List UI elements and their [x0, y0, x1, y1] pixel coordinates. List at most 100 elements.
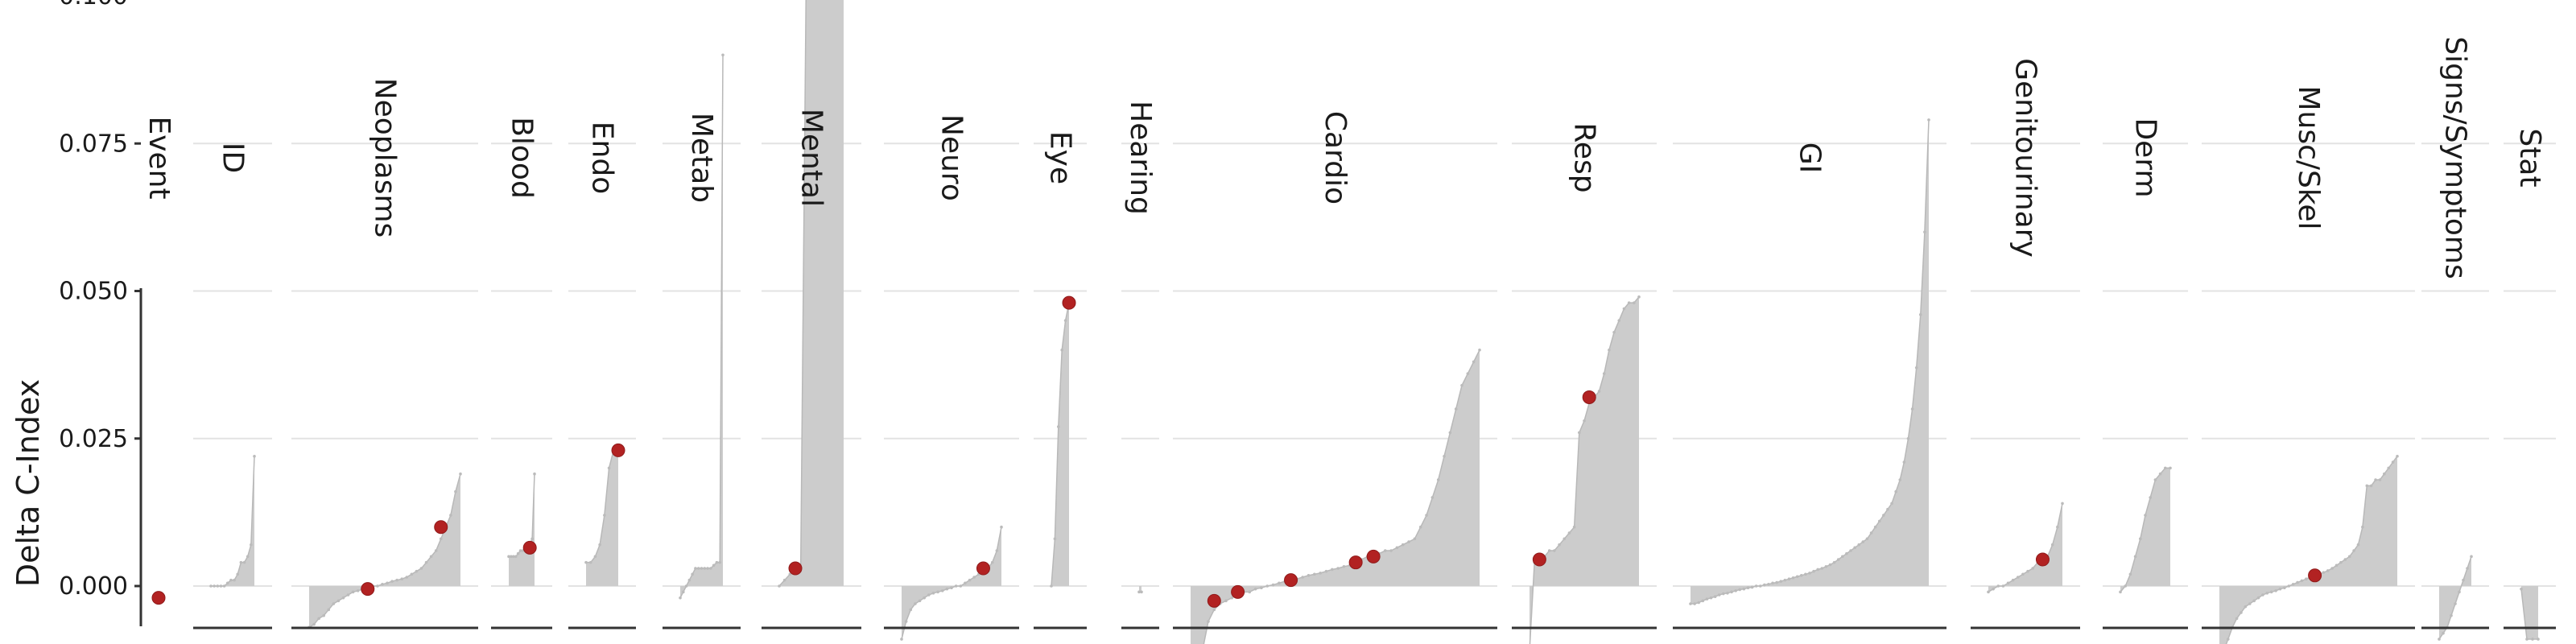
data-point	[2383, 472, 2386, 476]
panel-area	[2120, 468, 2170, 592]
data-point	[229, 578, 233, 582]
data-point	[1808, 572, 1811, 575]
highlight-point	[1366, 549, 1381, 564]
panel-label: Genitourinary	[2009, 58, 2042, 258]
data-point	[2235, 617, 2239, 621]
data-point	[1248, 590, 1252, 594]
data-point	[2287, 584, 2291, 588]
data-point	[904, 620, 908, 623]
data-point	[312, 622, 316, 626]
data-point	[454, 489, 457, 493]
data-point	[603, 514, 606, 517]
data-point	[246, 555, 250, 559]
data-point	[1212, 608, 1216, 612]
data-point	[684, 584, 688, 588]
data-point	[1336, 567, 1340, 570]
panel-label: Endo	[586, 122, 619, 194]
panel-area	[586, 450, 618, 586]
data-point	[2133, 555, 2137, 559]
data-point	[434, 549, 438, 552]
panel-area	[1139, 586, 1141, 592]
data-point	[2153, 478, 2157, 481]
data-point	[1207, 620, 1210, 623]
data-point	[2334, 564, 2339, 568]
data-point	[1313, 572, 1316, 576]
panel-label: ID	[217, 142, 250, 173]
data-point	[216, 584, 220, 588]
data-point	[1448, 431, 1452, 435]
data-point	[1992, 587, 1995, 591]
data-point	[1389, 549, 1393, 552]
data-point	[459, 472, 462, 476]
data-point	[715, 560, 719, 564]
data-point	[2352, 549, 2355, 552]
data-point	[2438, 638, 2441, 641]
data-point	[2374, 478, 2377, 481]
data-point	[2339, 560, 2343, 564]
data-point	[1918, 313, 1922, 316]
panel-label: GI	[1794, 142, 1827, 174]
data-point	[1701, 599, 1705, 603]
data-point	[1804, 572, 1807, 576]
data-point	[2031, 567, 2034, 570]
data-point	[317, 617, 320, 621]
data-point	[1738, 588, 1742, 592]
data-point	[1820, 567, 1824, 570]
data-point	[253, 454, 256, 458]
data-point	[2283, 586, 2286, 589]
data-point	[439, 537, 443, 541]
data-point	[1472, 360, 1476, 364]
data-point	[386, 581, 389, 585]
data-point	[1401, 543, 1405, 547]
data-point	[219, 584, 223, 588]
data-point	[964, 581, 967, 585]
data-point	[909, 608, 913, 612]
data-point	[1845, 551, 1848, 555]
data-point	[1898, 478, 1902, 481]
data-point	[1914, 365, 1918, 369]
data-point	[1857, 543, 1861, 547]
data-point	[2164, 466, 2167, 470]
grid-lines	[193, 142, 2556, 587]
data-point	[381, 583, 384, 586]
data-point	[1697, 601, 1701, 605]
data-point	[2300, 579, 2304, 583]
data-point	[1572, 525, 1576, 529]
data-point	[1763, 583, 1766, 587]
data-point	[1758, 584, 1762, 588]
highlight-point	[1284, 573, 1298, 588]
data-point	[2050, 543, 2054, 547]
panel-area	[509, 473, 535, 586]
panel-label: Hearing	[1124, 101, 1157, 215]
data-point	[778, 584, 781, 588]
data-point	[2466, 567, 2469, 570]
data-point	[2291, 583, 2295, 586]
data-point	[250, 543, 253, 547]
data-point	[405, 576, 409, 579]
data-point	[1627, 301, 1631, 304]
data-point	[931, 591, 935, 595]
data-point	[1230, 596, 1234, 600]
data-point	[2326, 569, 2330, 572]
highlight-point	[788, 561, 803, 576]
data-point	[923, 596, 926, 600]
data-point	[518, 549, 522, 552]
data-point	[390, 580, 394, 583]
data-point	[410, 572, 414, 576]
data-point	[2061, 502, 2064, 506]
data-point	[1265, 584, 1269, 588]
data-point	[2149, 496, 2152, 499]
data-point	[696, 567, 700, 570]
data-point	[2450, 613, 2453, 617]
data-point	[703, 567, 707, 570]
data-point	[959, 584, 963, 588]
data-point	[2520, 587, 2523, 591]
data-point	[242, 560, 246, 564]
data-point	[900, 638, 903, 641]
panel-label: Cardio	[1319, 111, 1352, 204]
data-point	[507, 555, 510, 559]
data-point	[2269, 590, 2273, 594]
data-point	[2322, 571, 2326, 574]
panel-line	[2520, 588, 2538, 640]
